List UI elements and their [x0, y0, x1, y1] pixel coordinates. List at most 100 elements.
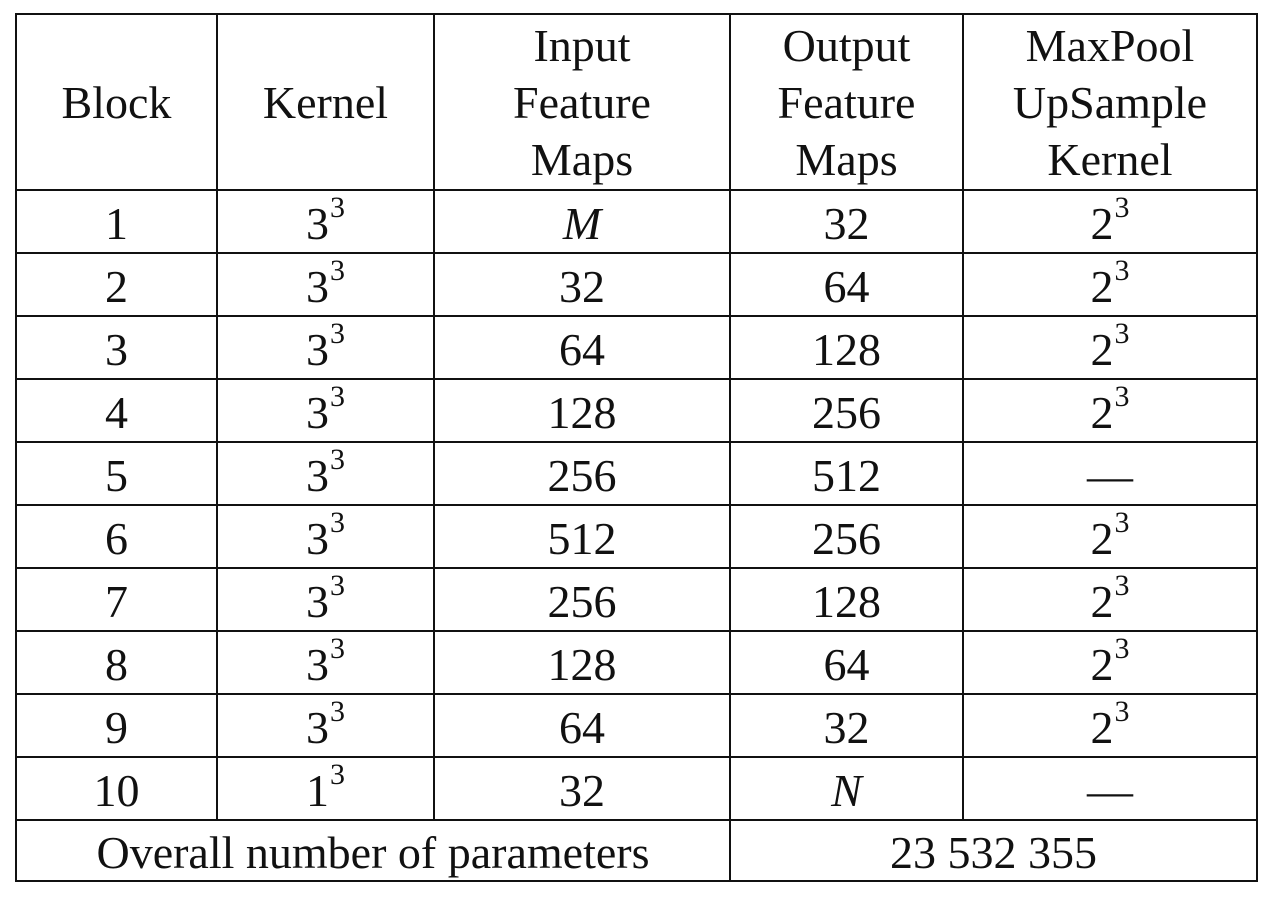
cell-pool-kernel: 23	[962, 189, 1258, 254]
cell-pool-kernel-exponent: 3	[1114, 190, 1130, 224]
cell-pool-kernel-exponent: 3	[1114, 568, 1130, 602]
cell-pool-kernel-base: 2	[1090, 386, 1114, 438]
cell-pool-kernel-exponent: 3	[1114, 505, 1130, 539]
cell-pool-kernel-base: —	[1087, 764, 1133, 816]
cell-kernel-exponent: 3	[330, 379, 345, 413]
cell-kernel: 33	[216, 567, 435, 632]
cell-output-maps: 128	[729, 315, 964, 380]
table-row: 6 33 512 256 23	[15, 504, 1258, 569]
cell-kernel: 33	[216, 252, 435, 317]
cell-output-maps: 32	[729, 189, 964, 254]
table-row: 10 13 32 N —	[15, 756, 1258, 821]
cell-kernel: 13	[216, 756, 435, 821]
cell-output-maps: 64	[729, 630, 964, 695]
table-row: 3 33 64 128 23	[15, 315, 1258, 380]
cell-kernel-exponent: 3	[330, 316, 345, 350]
cell-pool-kernel-exponent: 3	[1114, 694, 1130, 728]
cell-input-maps: 32	[433, 252, 731, 317]
cell-input-maps: 64	[433, 693, 731, 758]
cell-block: 6	[15, 504, 218, 569]
cell-kernel-base: 3	[306, 575, 329, 627]
cell-kernel-exponent: 3	[330, 253, 345, 287]
table-row: 5 33 256 512—	[15, 441, 1258, 506]
cell-block: 2	[15, 252, 218, 317]
header-block: Block	[15, 13, 218, 191]
cell-block: 3	[15, 315, 218, 380]
cell-kernel-base: 1	[306, 764, 329, 816]
cell-output-maps: 512	[729, 441, 964, 506]
header-output-feature-maps: Output Feature Maps	[729, 13, 964, 191]
cell-block: 4	[15, 378, 218, 443]
cell-pool-kernel-base: 2	[1090, 575, 1114, 627]
cell-kernel: 33	[216, 378, 435, 443]
cell-kernel-exponent: 3	[330, 568, 345, 602]
cell-input-maps: 128	[433, 630, 731, 695]
cell-kernel: 33	[216, 504, 435, 569]
cell-kernel-exponent: 3	[330, 505, 345, 539]
cell-pool-kernel: 23	[962, 504, 1258, 569]
cell-block: 1	[15, 189, 218, 254]
table-row: 8 33 128 64 23	[15, 630, 1258, 695]
cell-block: 5	[15, 441, 218, 506]
header-maxpool-upsample-kernel: MaxPool UpSample Kernel	[962, 13, 1258, 191]
cell-kernel-base: 3	[306, 323, 329, 375]
cell-block: 9	[15, 693, 218, 758]
cell-pool-kernel: —	[962, 756, 1258, 821]
cell-block: 8	[15, 630, 218, 695]
cell-pool-kernel: 23	[962, 315, 1258, 380]
cell-pool-kernel-base: —	[1087, 449, 1133, 501]
cell-pool-kernel-base: 2	[1090, 323, 1114, 375]
cell-kernel-exponent: 3	[330, 631, 345, 665]
table-body: 1 33 M 32 23 2 33 32 64 23 3 33 64 128 23 4 33 128 256 23 5 3…	[15, 189, 1258, 821]
cell-block: 7	[15, 567, 218, 632]
cell-kernel-base: 3	[306, 449, 329, 501]
cell-output-maps: 128	[729, 567, 964, 632]
footer-value: 23 532 355	[729, 819, 1258, 882]
cell-pool-kernel-exponent: 3	[1114, 631, 1130, 665]
cell-pool-kernel-base: 2	[1090, 638, 1114, 690]
cell-pool-kernel-base: 2	[1090, 701, 1114, 753]
cell-input-maps: 64	[433, 315, 731, 380]
cell-pool-kernel: 23	[962, 252, 1258, 317]
cell-input-maps: 128	[433, 378, 731, 443]
cell-input-maps: 256	[433, 567, 731, 632]
cell-kernel: 33	[216, 630, 435, 695]
cell-kernel-exponent: 3	[330, 442, 345, 476]
cell-kernel-base: 3	[306, 512, 329, 564]
cell-kernel: 33	[216, 693, 435, 758]
table-row: 7 33 256 128 23	[15, 567, 1258, 632]
cell-input-maps: M	[433, 189, 731, 254]
architecture-table: Block Kernel Input Feature Maps Output F…	[15, 13, 1258, 882]
cell-output-maps: 256	[729, 504, 964, 569]
cell-pool-kernel: 23	[962, 378, 1258, 443]
cell-pool-kernel-base: 2	[1090, 512, 1114, 564]
table-row: 1 33 M 32 23	[15, 189, 1258, 254]
footer-row: Overall number of parameters 23 532 355	[15, 819, 1258, 882]
cell-kernel-exponent: 3	[330, 757, 345, 791]
cell-pool-kernel-base: 2	[1090, 260, 1114, 312]
cell-kernel-exponent: 3	[330, 694, 345, 728]
cell-pool-kernel: —	[962, 441, 1258, 506]
cell-pool-kernel: 23	[962, 630, 1258, 695]
table-row: 4 33 128 256 23	[15, 378, 1258, 443]
cell-kernel-base: 3	[306, 260, 329, 312]
cell-kernel-base: 3	[306, 197, 329, 249]
footer-label: Overall number of parameters	[15, 819, 731, 882]
header-row: Block Kernel Input Feature Maps Output F…	[15, 13, 1258, 191]
cell-input-maps: 256	[433, 441, 731, 506]
cell-pool-kernel-exponent: 3	[1114, 379, 1130, 413]
cell-block: 10	[15, 756, 218, 821]
cell-kernel: 33	[216, 441, 435, 506]
cell-input-maps: 32	[433, 756, 731, 821]
cell-input-maps: 512	[433, 504, 731, 569]
header-kernel: Kernel	[216, 13, 435, 191]
cell-pool-kernel-base: 2	[1090, 197, 1114, 249]
cell-kernel: 33	[216, 189, 435, 254]
table-row: 9 33 64 32 23	[15, 693, 1258, 758]
cell-kernel: 33	[216, 315, 435, 380]
header-input-feature-maps: Input Feature Maps	[433, 13, 731, 191]
cell-output-maps: 32	[729, 693, 964, 758]
cell-kernel-base: 3	[306, 386, 329, 438]
cell-kernel-base: 3	[306, 638, 329, 690]
cell-output-maps: 64	[729, 252, 964, 317]
